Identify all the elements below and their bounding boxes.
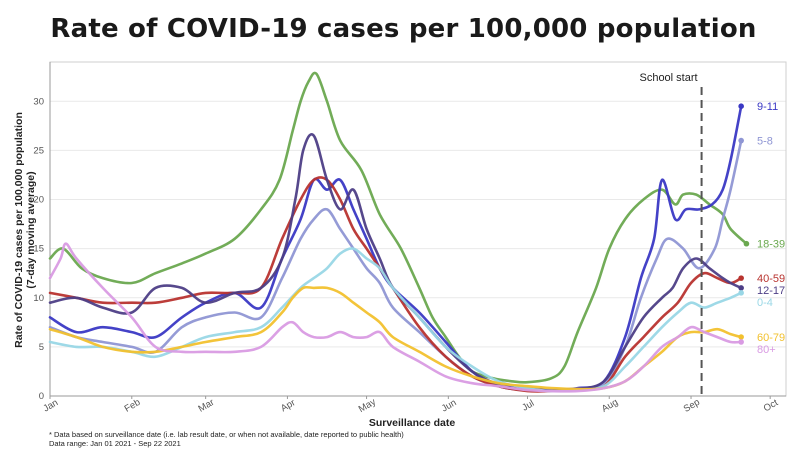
gridlines (50, 100, 786, 348)
series-label-60-79: 60-79 (757, 332, 785, 344)
series-line-60-79 (48, 285, 743, 391)
axes: 0 5 10 15 20 25 30 Jan Feb Mar Apr May Jun Jul Aug Sep O… (33, 61, 787, 415)
x-tick-label: Sep (682, 397, 702, 415)
footnote-surveillance: * Data based on surveillance date (i.e. … (49, 430, 404, 439)
series-endpoint-0-4 (738, 290, 744, 296)
series-label-5-8: 5-8 (757, 136, 773, 148)
y-tick-label: 5 (39, 342, 44, 353)
chart-title: Rate of COVID-19 cases per 100,000 popul… (50, 14, 757, 44)
plot-border (49, 61, 787, 397)
x-tick-label: Apr (279, 397, 297, 414)
series-endpoint-80+ (738, 339, 744, 345)
x-tick-label: Jun (440, 397, 459, 414)
series-label-80+: 80+ (757, 344, 776, 356)
school-start-marker: School start (639, 72, 703, 396)
series-endpoint-18-39 (743, 240, 750, 247)
series-label-0-4: 0-4 (757, 297, 773, 309)
x-tick-label: Mar (197, 397, 217, 415)
series-endpoint-5-8 (738, 137, 744, 144)
series-endpoint-12-17 (738, 285, 744, 291)
y-tick-label: 25 (33, 145, 44, 156)
series-endpoint-40-59 (738, 275, 744, 281)
x-tick-label: Aug (600, 397, 620, 415)
x-tick-label: Feb (123, 397, 143, 415)
y-tick-label: 10 (33, 293, 44, 304)
series-line-5-8 (48, 139, 743, 393)
y-axis-title-line1: Rate of COVID-19 cases per 100,000 popul… (13, 112, 25, 348)
y-tick-label: 15 (33, 244, 44, 255)
series-line-0-4 (48, 247, 743, 393)
series-lines (48, 71, 750, 393)
school-start-label: School start (639, 72, 697, 84)
x-tick-label: Oct (762, 397, 781, 414)
series-line-18-39 (48, 71, 748, 384)
series-endpoint-9-11 (738, 103, 744, 110)
series-label-40-59: 40-59 (757, 273, 785, 285)
x-tick-label: Jan (41, 397, 60, 414)
x-axis-title: Surveillance date (369, 417, 456, 429)
y-tick-label: 20 (33, 195, 44, 206)
series-label-12-17: 12-17 (757, 285, 785, 297)
series-label-9-11: 9-11 (757, 101, 778, 113)
footnote-date-range: Data range: Jan 01 2021 - Sep 22 2021 (49, 439, 181, 448)
y-tick-label: 30 (33, 96, 44, 107)
x-tick-label: Jul (520, 398, 536, 414)
y-tick-label: 0 (39, 391, 44, 402)
y-axis-title-line2: (7-day moving average) (25, 171, 37, 288)
x-tick-label: May (357, 396, 378, 415)
series-label-18-39: 18-39 (757, 239, 785, 251)
series-endpoint-60-79 (738, 334, 744, 340)
series-line-40-59 (48, 176, 743, 393)
series-line-80+ (48, 242, 743, 393)
